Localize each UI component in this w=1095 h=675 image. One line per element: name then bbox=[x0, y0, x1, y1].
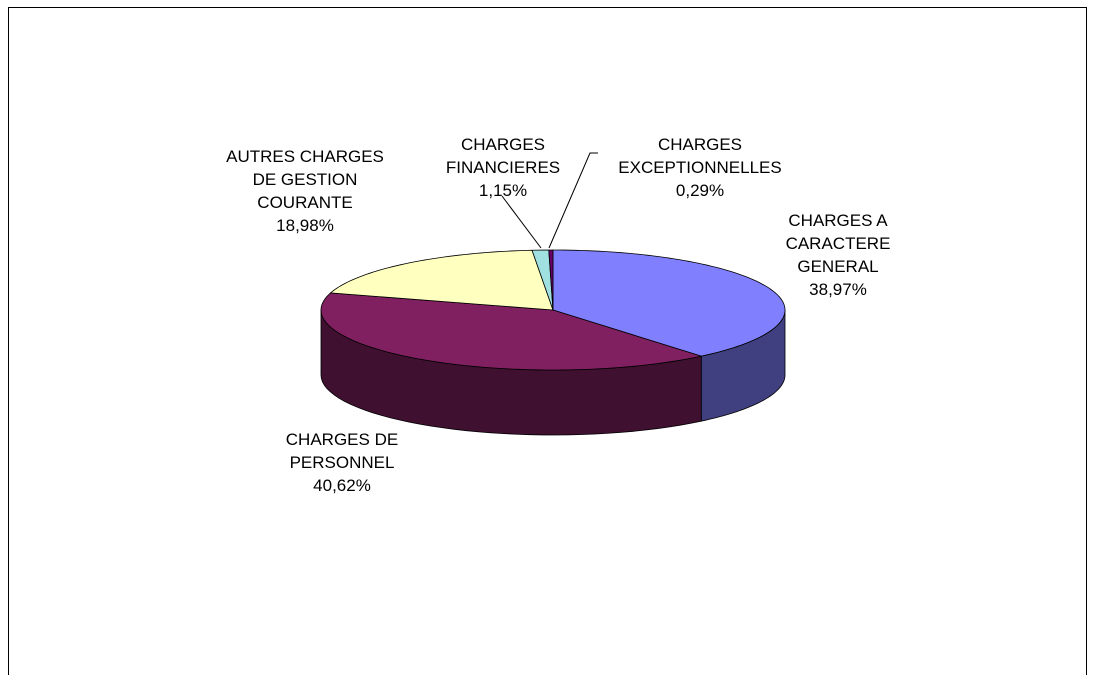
slice bbox=[329, 249, 554, 311]
value-label: 0,29% bbox=[675, 181, 725, 200]
value-label: 18,98% bbox=[276, 216, 334, 235]
category-name: CHARGES EXCEPTIONNELLES bbox=[618, 135, 782, 177]
category-name: CHARGES FINANCIERES bbox=[445, 135, 561, 177]
slice-label: CHARGES EXCEPTIONNELLES 0,29% bbox=[595, 133, 805, 202]
slice bbox=[548, 249, 554, 311]
category-name: CHARGES A CARACTERE GENERAL bbox=[785, 211, 891, 276]
leader-line bbox=[548, 152, 598, 249]
slice-label: CHARGES FINANCIERES 1,15% bbox=[433, 133, 573, 202]
slice bbox=[552, 249, 786, 357]
slice-label: CHARGES DE PERSONNEL 40,62% bbox=[272, 428, 412, 497]
category-name: CHARGES DE PERSONNEL bbox=[285, 430, 399, 472]
value-label: 38,97% bbox=[809, 280, 867, 299]
slice-label: CHARGES A CARACTERE GENERAL 38,97% bbox=[773, 209, 903, 301]
leader-line bbox=[501, 195, 542, 249]
slice-label: AUTRES CHARGES DE GESTION COURANTE 18,98% bbox=[215, 145, 395, 237]
value-label: 1,15% bbox=[478, 181, 528, 200]
value-label: 40,62% bbox=[313, 476, 371, 495]
category-name: AUTRES CHARGES DE GESTION COURANTE bbox=[226, 147, 384, 212]
slice bbox=[320, 292, 703, 371]
